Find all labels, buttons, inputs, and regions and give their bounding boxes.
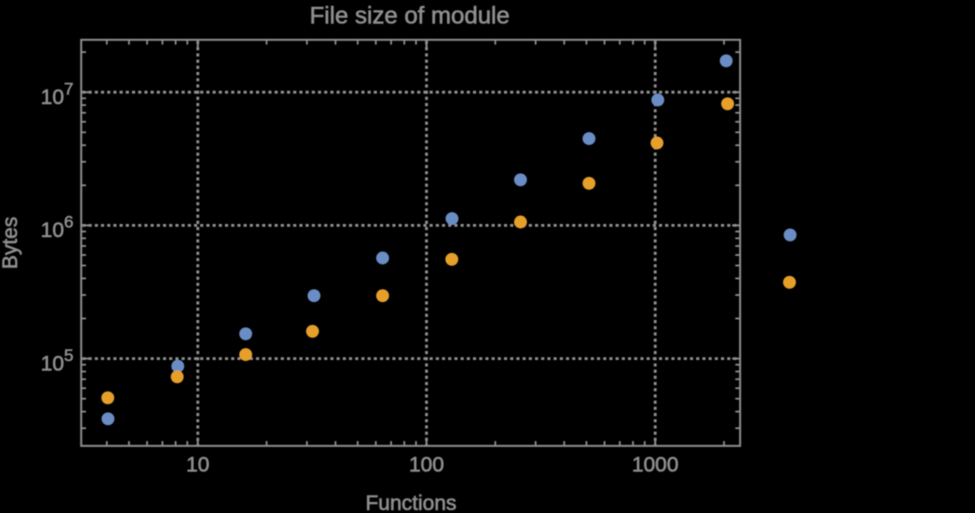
svg-text:1000: 1000 xyxy=(632,453,679,476)
svg-text:10: 10 xyxy=(186,453,209,476)
svg-text:Functions: Functions xyxy=(365,492,456,513)
svg-text:File size of module: File size of module xyxy=(310,2,510,29)
svg-text:106: 106 xyxy=(41,213,74,243)
svg-text:Bytes: Bytes xyxy=(0,217,22,270)
svg-text:105: 105 xyxy=(41,346,74,376)
svg-text:100: 100 xyxy=(409,453,444,476)
svg-text:107: 107 xyxy=(41,79,74,109)
